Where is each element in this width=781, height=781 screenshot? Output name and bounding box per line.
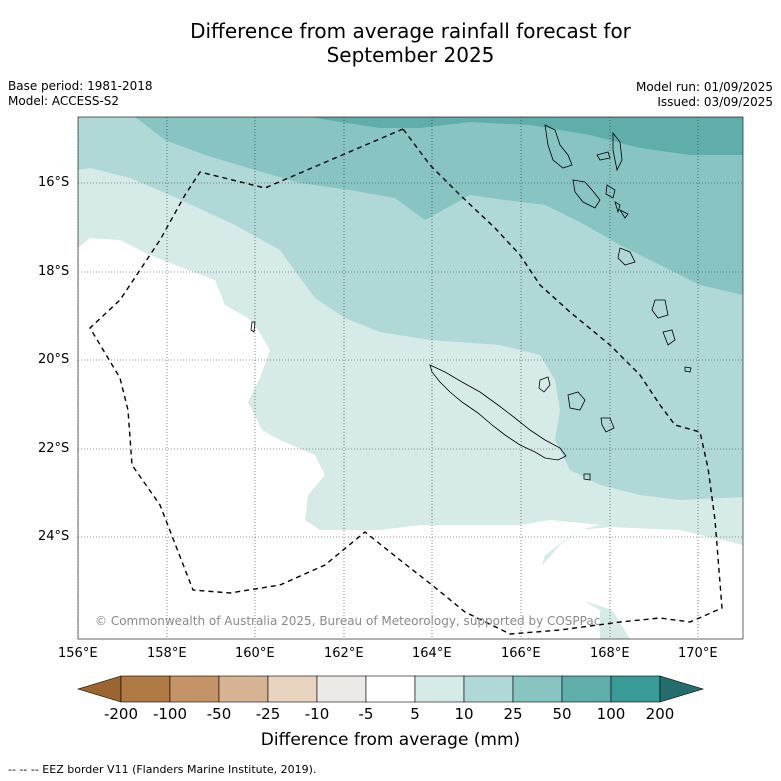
colorbar: [76, 675, 705, 703]
colorbar-segment: [365, 675, 416, 703]
base-period: Base period: 1981-2018: [8, 79, 153, 93]
colorbar-extend-low: [76, 675, 122, 703]
lat-tick: 22°S: [38, 441, 70, 456]
isle-of-pines: [583, 473, 591, 481]
band-50-100: [310, 117, 743, 155]
meta-right: Model run: 01/09/2025 Issued: 03/09/2025: [636, 80, 773, 110]
colorbar-segment: [169, 675, 220, 703]
lon-tick: 170°E: [678, 646, 718, 661]
lon-tick: 158°E: [147, 646, 187, 661]
colorbar-tick-label: 25: [503, 705, 523, 723]
map-frame: [77, 116, 744, 640]
colorbar-tick-label: 200: [645, 705, 675, 723]
colorbar-tick-label: -50: [206, 705, 232, 723]
colorbar-tick-label: 10: [454, 705, 474, 723]
meta-left: Base period: 1981-2018 Model: ACCESS-S2: [8, 79, 153, 109]
lon-tick: 164°E: [412, 646, 452, 661]
colorbar-tick-label: -10: [304, 705, 330, 723]
colorbar-segment: [463, 675, 514, 703]
chesterfield-islet: [250, 321, 256, 333]
lat-tick: 20°S: [38, 352, 70, 367]
model-name: Model: ACCESS-S2: [8, 94, 120, 108]
colorbar-tick-label: -5: [358, 705, 374, 723]
colorbar-segment: [561, 675, 612, 703]
colorbar-segment: [267, 675, 318, 703]
colorbar-tick-label: -200: [103, 705, 139, 723]
map-title: Difference from average rainfall forecas…: [0, 19, 781, 67]
lat-tick: 18°S: [38, 264, 70, 279]
colorbar-tick-label: -100: [152, 705, 188, 723]
colorbar-tick-label: -25: [255, 705, 281, 723]
vanuatu-islands: [544, 124, 692, 373]
colorbar-segment: [316, 675, 367, 703]
colorbar-tick-label: 50: [552, 705, 572, 723]
eez-border: [89, 128, 723, 635]
eez-footnote: -- -- -- EEZ border V11 (Flanders Marine…: [8, 763, 317, 776]
colorbar-tick-label: 5: [410, 705, 420, 723]
lon-tick: 156°E: [58, 646, 98, 661]
loyalty-island-3: [600, 417, 615, 433]
title-line-2: September 2025: [326, 43, 495, 67]
new-caledonia-island: [429, 364, 567, 461]
lon-tick: 168°E: [590, 646, 630, 661]
colorbar-segment: [414, 675, 465, 703]
band-25-50: [135, 117, 743, 295]
title-line-1: Difference from average rainfall forecas…: [190, 19, 631, 43]
colorbar-label: Difference from average (mm): [260, 730, 521, 750]
lon-tick: 162°E: [324, 646, 364, 661]
colorbar-segment: [218, 675, 269, 703]
lat-tick: 16°S: [38, 175, 70, 190]
colorbar-segment: [610, 675, 661, 703]
loyalty-island-2: [567, 391, 586, 411]
colorbar-extend-high: [659, 675, 705, 703]
colorbar-segment: [512, 675, 563, 703]
lon-tick: 166°E: [501, 646, 541, 661]
map-area: [78, 117, 743, 639]
lon-tick: 160°E: [235, 646, 275, 661]
issued-date: Issued: 03/09/2025: [657, 95, 773, 109]
loyalty-island-1: [538, 376, 551, 393]
colorbar-tick-label: 100: [596, 705, 626, 723]
model-run: Model run: 01/09/2025: [635, 80, 773, 94]
colorbar-segment: [120, 675, 171, 703]
lat-tick: 24°S: [38, 529, 70, 544]
copyright-notice: © Commonwealth of Australia 2025, Bureau…: [95, 614, 601, 628]
gridlines: [78, 117, 743, 639]
